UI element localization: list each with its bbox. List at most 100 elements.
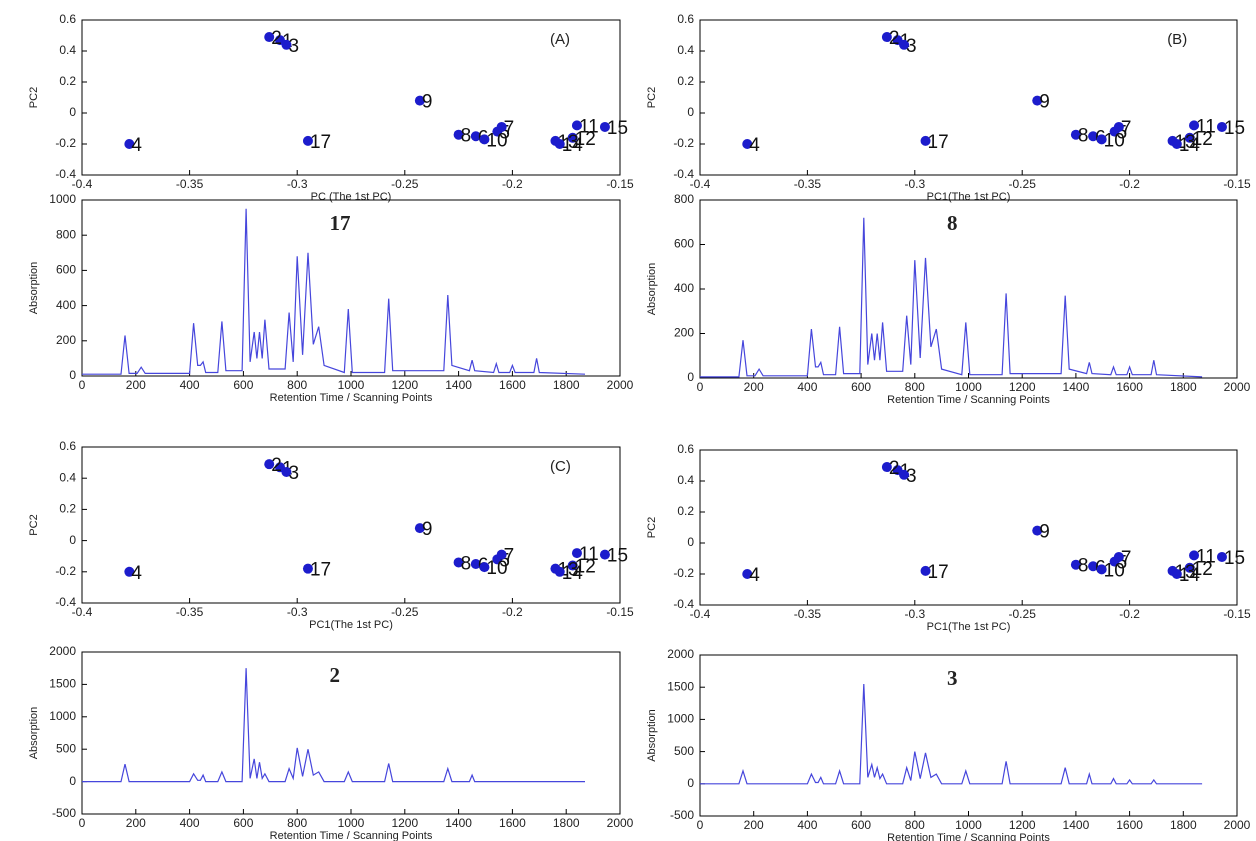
x-tick-label: -0.35: [794, 177, 822, 191]
point: [599, 549, 610, 560]
point-label: 8: [461, 553, 472, 574]
point: [1088, 561, 1099, 572]
y-tick-label: 0: [69, 105, 76, 119]
x-tick-label: 800: [287, 816, 307, 830]
point-label: 10: [486, 558, 507, 579]
x-tick-label: 600: [851, 380, 871, 394]
point-label: 10: [1104, 560, 1125, 581]
chromatogram-line: [82, 668, 585, 783]
y-tick-label: -0.4: [673, 597, 694, 611]
y-tick-label: 800: [56, 227, 76, 241]
point-label: 12: [575, 557, 596, 578]
point: [302, 563, 313, 574]
point: [567, 560, 578, 571]
panel-label: (C): [550, 458, 571, 475]
point-label: 17: [310, 560, 331, 581]
scatter-panel: -0.4 -0.35 -0.3 -0.25 -0.2 -0.15 -0.4 -0.2 0 0.2 0…: [28, 12, 634, 203]
point: [1032, 525, 1043, 536]
y-tick-label: 1500: [49, 677, 76, 691]
y-tick-label: -0.4: [55, 595, 76, 609]
x-tick-label: -0.35: [176, 605, 204, 619]
point-label: 7: [504, 546, 515, 567]
line-panel: 0 200 400 600 800 1000 1200 1400 1600 1800 2000 0 20…: [646, 192, 1251, 406]
scatter-panel: -0.4 -0.35 -0.3 -0.25 -0.2 -0.15 -0.4 -0.2 0 0.2 0…: [28, 439, 634, 631]
x-tick-label: 1200: [391, 378, 418, 392]
point: [124, 566, 135, 577]
y-tick-label: -0.4: [673, 167, 694, 181]
y-axis-title: Absorption: [28, 707, 40, 760]
x-tick-label: 1600: [499, 378, 526, 392]
x-tick-label: 1200: [391, 816, 418, 830]
point: [599, 121, 610, 132]
peak-label: 3: [947, 666, 958, 690]
x-tick-label: -0.4: [690, 177, 711, 191]
y-tick-label: 0.6: [677, 12, 694, 26]
x-tick-label: 0: [697, 818, 704, 832]
point-label: 8: [461, 126, 472, 147]
x-tick-label: 800: [905, 380, 925, 394]
plot-frame: [81, 651, 621, 815]
y-tick-label: 0: [687, 370, 694, 384]
x-tick-label: 2000: [1224, 380, 1251, 394]
point-label: 3: [906, 36, 917, 57]
x-tick-label: 1000: [955, 818, 982, 832]
point: [1088, 131, 1099, 142]
plot-frame: [81, 19, 621, 176]
point-label: 17: [928, 132, 949, 153]
point-label: 4: [749, 565, 760, 586]
point-label: 14: [1179, 135, 1201, 156]
x-tick-label: -0.3: [904, 607, 925, 621]
peak-label: 8: [947, 211, 958, 235]
point: [881, 32, 892, 43]
y-tick-label: 500: [56, 741, 76, 755]
point: [554, 566, 565, 577]
point-label: 9: [422, 92, 433, 113]
point-label: 9: [1039, 92, 1050, 113]
y-tick-label: 0: [69, 774, 76, 788]
point-label: 15: [607, 118, 628, 139]
y-tick-label: -0.4: [55, 167, 76, 181]
point: [881, 462, 892, 473]
x-tick-label: -0.35: [176, 177, 204, 191]
y-tick-label: 0: [69, 368, 76, 382]
point: [1189, 120, 1200, 131]
x-tick-label: -0.25: [391, 177, 419, 191]
point-label: 9: [1039, 522, 1050, 543]
plot-frame: [81, 446, 621, 604]
y-axis-title: Absorption: [646, 709, 658, 762]
point: [1216, 551, 1227, 562]
point: [1096, 134, 1107, 145]
y-tick-label: -0.2: [673, 136, 694, 150]
scatter-panel: -0.4 -0.35 -0.3 -0.25 -0.2 -0.15 -0.4 -0.2 0 0.2 0…: [646, 12, 1251, 203]
line-panel: 0 200 400 600 800 1000 1200 1400 1600 1800 2000 -50…: [646, 647, 1251, 841]
y-tick-label: 0.4: [59, 43, 76, 57]
point: [1113, 121, 1124, 132]
x-axis-title: Retention Time / Scanning Points: [270, 392, 433, 404]
point: [453, 557, 464, 568]
point: [302, 135, 313, 146]
plot-frame: [699, 19, 1238, 176]
x-tick-label: 1400: [1063, 818, 1090, 832]
y-tick-label: 0.2: [677, 504, 694, 518]
x-tick-label: 0: [79, 378, 86, 392]
plot-frame: [699, 654, 1238, 817]
y-tick-label: 400: [56, 298, 76, 312]
point-label: 10: [486, 130, 507, 151]
x-tick-label: 1400: [445, 378, 472, 392]
point: [414, 95, 425, 106]
y-axis-title: PC2: [28, 87, 40, 108]
x-tick-label: 200: [744, 380, 764, 394]
y-tick-label: 1000: [667, 712, 694, 726]
x-tick-label: -0.15: [606, 605, 634, 619]
point-label: 15: [1224, 118, 1245, 139]
x-tick-label: -0.25: [1009, 177, 1037, 191]
point-label: 11: [579, 116, 599, 137]
point-label: 5: [499, 550, 510, 571]
y-tick-label: 0.6: [59, 439, 76, 453]
y-tick-label: 0.4: [677, 473, 694, 487]
x-axis-title: PC1(The 1st PC): [309, 619, 393, 631]
y-tick-label: 0: [687, 776, 694, 790]
x-tick-label: 1800: [1170, 380, 1197, 394]
x-tick-label: 1000: [338, 378, 365, 392]
x-tick-label: 1400: [445, 816, 472, 830]
